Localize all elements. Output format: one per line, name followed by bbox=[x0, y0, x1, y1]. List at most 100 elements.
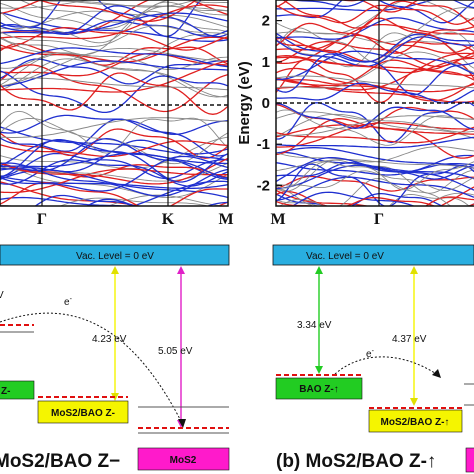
band-line-65 bbox=[0, 155, 228, 192]
band-line-27 bbox=[0, 4, 228, 40]
bao-box-right bbox=[275, 377, 363, 400]
band-line-15 bbox=[0, 52, 228, 77]
electron-arrow-head-left bbox=[178, 419, 186, 428]
electron-symbol-right: e bbox=[366, 349, 372, 360]
vacuum-level-bar-left bbox=[0, 244, 230, 266]
band-line-53 bbox=[276, 164, 474, 190]
band-line-54 bbox=[0, 117, 228, 165]
band-line-24 bbox=[276, 51, 474, 89]
band-line-67 bbox=[276, 102, 474, 130]
electron-label-right: e- bbox=[366, 348, 375, 360]
band-line-42 bbox=[276, 190, 474, 206]
band-line-34 bbox=[0, 181, 228, 206]
band-line-44 bbox=[276, 178, 452, 206]
gap-label-hetero-left: 4.23 eV bbox=[92, 334, 127, 345]
band-line-66 bbox=[276, 111, 474, 133]
band-line-41 bbox=[0, 136, 228, 169]
band-line-68 bbox=[0, 117, 228, 138]
band-line-40 bbox=[58, 197, 210, 206]
band-line-27 bbox=[276, 4, 474, 25]
kpoint-label-m-right: M bbox=[270, 211, 285, 228]
band-line-64 bbox=[276, 136, 474, 149]
band-line-30 bbox=[0, 12, 228, 34]
band-line-34 bbox=[424, 192, 474, 206]
band-line-7 bbox=[0, 42, 228, 66]
band-line-65 bbox=[276, 156, 474, 191]
band-line-58 bbox=[85, 198, 138, 206]
band-line-61 bbox=[0, 110, 228, 154]
band-line-67 bbox=[0, 152, 228, 168]
band-line-29 bbox=[38, 0, 198, 22]
band-line-21 bbox=[0, 5, 228, 38]
gap-arrow-head-bottom-bao-right bbox=[315, 366, 323, 374]
mos2-box-label-left: MoS2 bbox=[170, 455, 197, 466]
band-line-16 bbox=[281, 0, 474, 29]
electron-charge-right: - bbox=[372, 348, 375, 355]
band-line-62 bbox=[0, 140, 228, 158]
band-line-12 bbox=[0, 27, 228, 51]
electron-transfer-path-left bbox=[0, 312, 184, 426]
kpoint-label-gamma-left: Γ bbox=[37, 211, 47, 228]
vacuum-level-label-right: Vac. Level = 0 eV bbox=[306, 251, 384, 262]
kpoint-label-gamma-right: Γ bbox=[374, 211, 384, 228]
band-line-18 bbox=[0, 52, 228, 71]
band-line-7 bbox=[276, 32, 474, 69]
band-line-18 bbox=[276, 0, 474, 24]
band-line-24 bbox=[0, 1, 228, 44]
electron-transfer-path-right bbox=[334, 356, 439, 376]
mos2-box-left bbox=[137, 447, 230, 471]
band-line-64 bbox=[0, 138, 228, 183]
band-line-19 bbox=[276, 32, 474, 63]
band-line-45 bbox=[0, 128, 228, 159]
caption-left: MoS2/BAO Z− bbox=[0, 451, 120, 472]
band-line-22 bbox=[0, 19, 228, 37]
band-line-69 bbox=[0, 77, 228, 91]
band-line-29 bbox=[291, 0, 474, 9]
y-axis-label-right: Energy (eV) bbox=[236, 61, 253, 144]
y-tick-label-2: 0 bbox=[262, 95, 270, 112]
hetero-box-right bbox=[368, 409, 463, 433]
electron-symbol-left: e bbox=[64, 297, 70, 308]
band-structure-right: 2 1 0 -1 -2 Energy (eV) M Γ bbox=[236, 0, 474, 228]
band-line-66 bbox=[0, 204, 7, 206]
kpoint-label-m-left: M bbox=[218, 211, 233, 228]
band-line-42 bbox=[0, 152, 228, 180]
band-line-19 bbox=[0, 58, 228, 98]
bao-box-label-left: Z- bbox=[1, 386, 10, 397]
band-line-15 bbox=[276, 17, 474, 40]
band-line-32 bbox=[0, 25, 228, 47]
band-line-44 bbox=[131, 180, 228, 206]
vacuum-level-label-left: Vac. Level = 0 eV bbox=[76, 251, 154, 262]
mos2-box-right bbox=[465, 447, 474, 473]
band-line-56 bbox=[276, 126, 474, 144]
electron-arrow-head-right bbox=[432, 369, 441, 378]
band-line-25 bbox=[0, 70, 228, 114]
band-line-8 bbox=[0, 33, 228, 64]
band-line-48 bbox=[276, 163, 474, 206]
band-line-53 bbox=[0, 168, 228, 194]
cropped-label-left: V bbox=[0, 290, 4, 301]
band-line-69 bbox=[276, 75, 474, 89]
band-line-36 bbox=[0, 161, 228, 199]
band-line-1 bbox=[0, 54, 228, 98]
hetero-box-label-left: MoS2/BAO Z- bbox=[51, 408, 115, 419]
band-line-47 bbox=[276, 162, 474, 180]
band-line-38 bbox=[34, 194, 228, 206]
band-line-20 bbox=[276, 79, 474, 103]
y-tick-label-4: -2 bbox=[257, 177, 270, 194]
band-line-41 bbox=[276, 147, 474, 169]
band-line-31 bbox=[276, 36, 474, 68]
band-line-23 bbox=[276, 22, 474, 54]
y-tick-label-1: 1 bbox=[262, 54, 270, 71]
gap-arrow-head-bottom-hetero-right bbox=[410, 398, 418, 406]
band-structure-left: Γ K M bbox=[0, 0, 234, 228]
bao-box-label-right: BAO Z-↑ bbox=[299, 384, 338, 395]
bao-box-left bbox=[0, 380, 35, 400]
band-line-62 bbox=[276, 170, 474, 191]
band-line-55 bbox=[0, 162, 228, 182]
band-line-54 bbox=[291, 191, 416, 206]
band-line-57 bbox=[0, 157, 228, 185]
band-line-20 bbox=[0, 60, 228, 88]
